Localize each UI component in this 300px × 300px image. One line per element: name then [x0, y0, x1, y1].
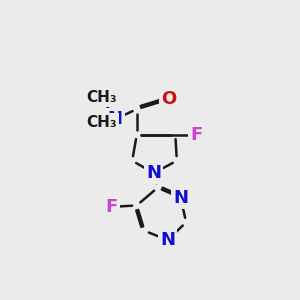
Text: N: N	[146, 164, 161, 182]
Text: N: N	[108, 110, 123, 128]
Text: O: O	[161, 90, 177, 108]
Text: N: N	[160, 231, 175, 249]
Text: F: F	[105, 198, 118, 216]
Text: N: N	[173, 189, 188, 207]
Text: CH₃: CH₃	[86, 115, 117, 130]
Text: F: F	[190, 126, 202, 144]
Text: CH₃: CH₃	[86, 90, 117, 105]
